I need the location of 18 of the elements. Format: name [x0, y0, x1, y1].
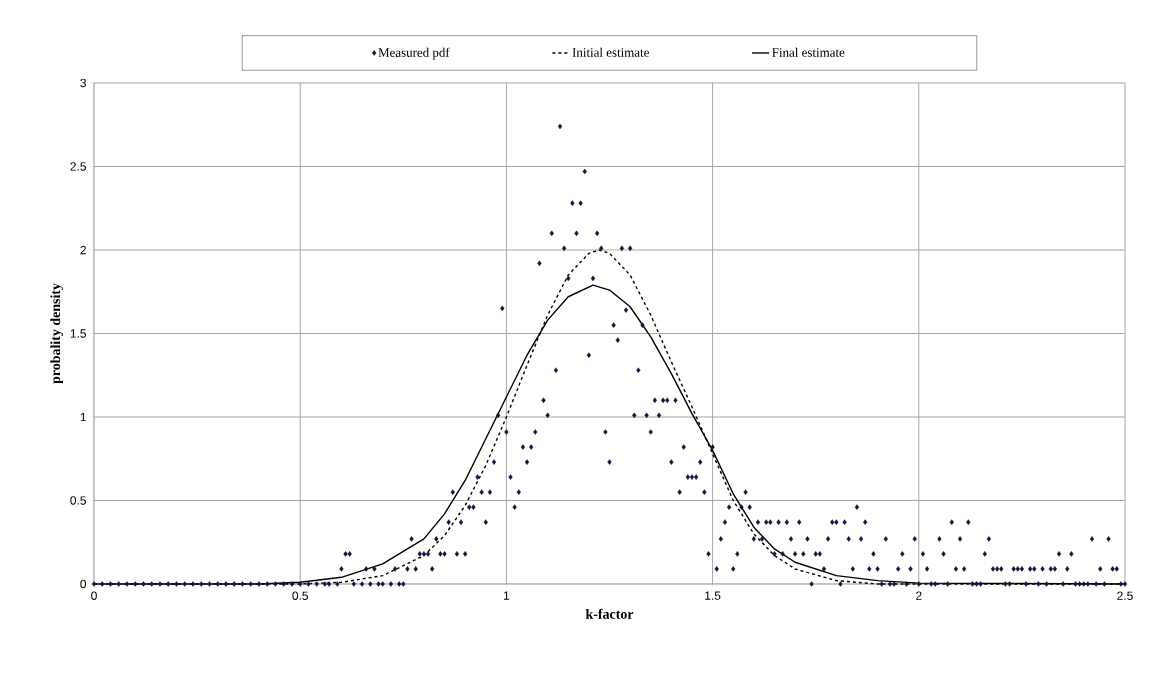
- y-tick-label: 1: [80, 412, 86, 422]
- x-axis-title: k-factor: [585, 608, 634, 619]
- y-tick-label: 0: [80, 579, 87, 589]
- y-axis-title: probality density: [50, 283, 64, 384]
- legend-label: Final estimate: [772, 47, 845, 57]
- x-tick-label: 2.5: [1117, 591, 1133, 600]
- y-tick-label: 2.5: [70, 162, 86, 171]
- y-tick-label: 0.5: [70, 496, 86, 505]
- legend-label: Initial estimate: [572, 47, 649, 57]
- x-tick-label: 1.5: [705, 591, 721, 600]
- y-tick-label: 2: [80, 245, 86, 255]
- x-tick-label: 1: [503, 591, 510, 600]
- x-tick-label: 0: [91, 591, 97, 600]
- y-tick-label: 3: [80, 78, 86, 88]
- x-tick-label: 2: [916, 591, 922, 600]
- x-tick-label: 0.5: [292, 591, 309, 600]
- legend-label: Measured pdf: [378, 47, 450, 60]
- y-tick-label: 1.5: [70, 329, 86, 338]
